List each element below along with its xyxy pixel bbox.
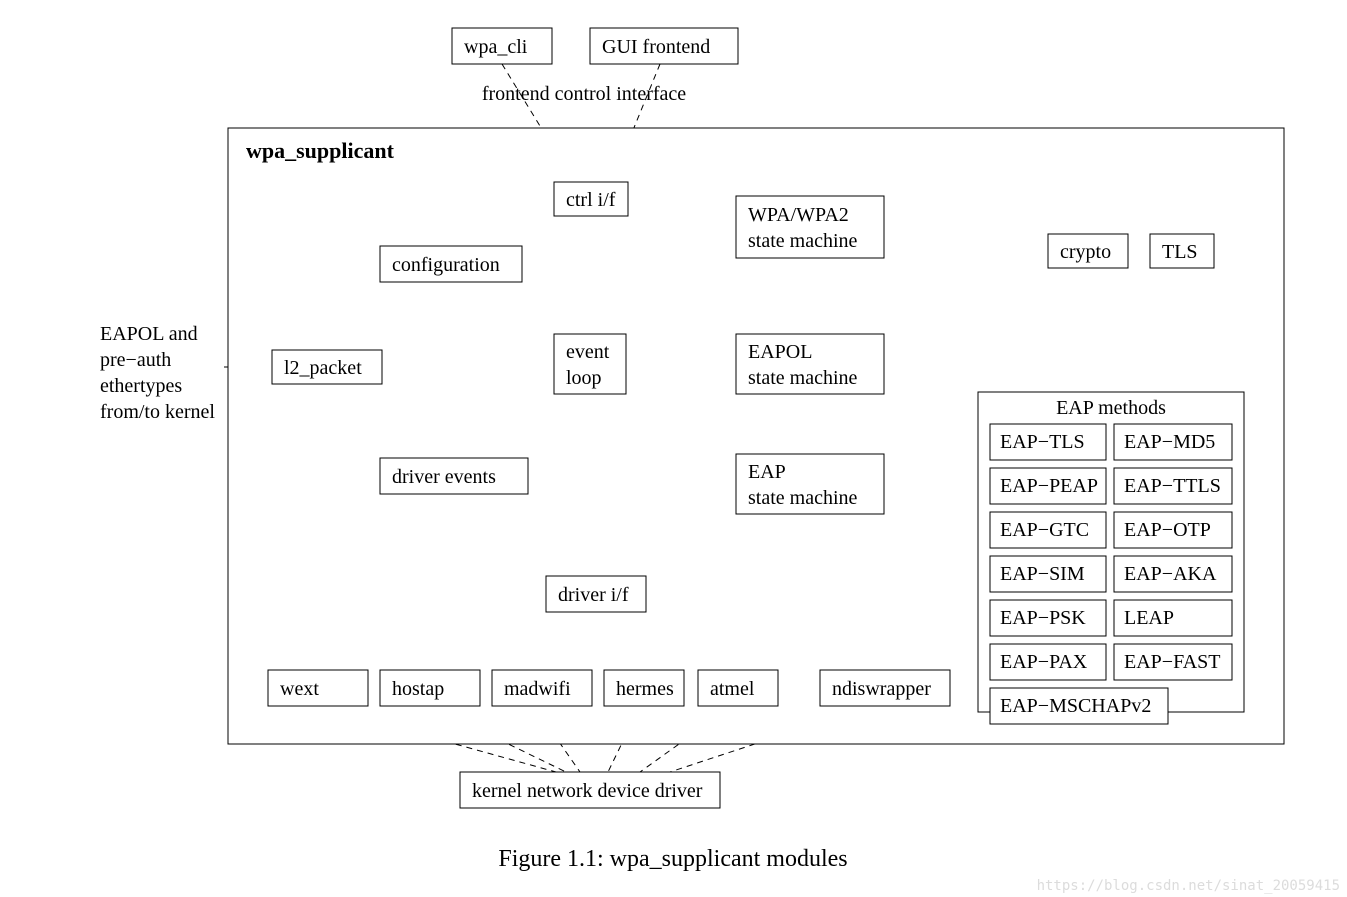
side-text: ethertypes — [100, 375, 182, 397]
node-ndiswrapper-label: ndiswrapper — [832, 678, 931, 700]
eap-method-label: LEAP — [1124, 607, 1174, 629]
node-tls-label: TLS — [1162, 241, 1198, 263]
node-kernel_driver-label: kernel network device driver — [472, 780, 703, 802]
node-wpa_cli-label: wpa_cli — [464, 36, 528, 58]
node-driver_events-label: driver events — [392, 466, 496, 488]
node-eap_sm-label: state machine — [748, 487, 858, 509]
side-text: pre−auth — [100, 349, 171, 371]
side-text: EAPOL and — [100, 323, 198, 345]
eap-method-label: EAP−PEAP — [1000, 475, 1098, 497]
node-hostap-label: hostap — [392, 678, 444, 700]
eap-method-label: EAP−TTLS — [1124, 475, 1221, 497]
node-driver_if-label: driver i/f — [558, 584, 629, 606]
node-event_loop-label: event — [566, 341, 610, 363]
node-configuration-label: configuration — [392, 254, 500, 276]
node-frontend_label: frontend control interface — [482, 83, 686, 105]
eap-method-label: EAP−PSK — [1000, 607, 1086, 629]
node-eapol_sm-label: state machine — [748, 367, 858, 389]
eap-method-label: EAP−PAX — [1000, 651, 1088, 673]
node-l2_packet-label: l2_packet — [284, 357, 362, 379]
eap-methods-title: EAP methods — [1056, 397, 1166, 419]
node-gui_frontend-label: GUI frontend — [602, 36, 710, 58]
eap-method-label: EAP−FAST — [1124, 651, 1220, 673]
diagram-canvas: wpa_supplicant EAPOL and pre−auth ethertype… — [0, 0, 1347, 897]
node-crypto-label: crypto — [1060, 241, 1111, 263]
node-eapol_sm-label: EAPOL — [748, 341, 812, 363]
node-wext-label: wext — [280, 678, 319, 700]
node-madwifi-label: madwifi — [504, 678, 571, 700]
node-ctrl_if-label: ctrl i/f — [566, 189, 616, 211]
node-atmel-label: atmel — [710, 678, 755, 700]
node-hermes-label: hermes — [616, 678, 674, 700]
side-text: from/to kernel — [100, 401, 215, 423]
eap-method-label: EAP−SIM — [1000, 563, 1085, 585]
eap-method-label: EAP−TLS — [1000, 431, 1085, 453]
node-wpa_sm-label: state machine — [748, 230, 858, 252]
eap-method-label: EAP−GTC — [1000, 519, 1089, 541]
eap-method-label: EAP−MD5 — [1124, 431, 1215, 453]
eap-method-label: EAP−OTP — [1124, 519, 1211, 541]
eap-method-label: EAP−AKA — [1124, 563, 1217, 585]
figure-caption: Figure 1.1: wpa_supplicant modules — [498, 846, 847, 872]
watermark: https://blog.csdn.net/sinat_20059415 — [1037, 878, 1340, 894]
node-eap_sm-label: EAP — [748, 461, 786, 483]
node-event_loop-label: loop — [566, 367, 602, 389]
main-container-label: wpa_supplicant — [246, 138, 395, 163]
eap-method-label: EAP−MSCHAPv2 — [1000, 695, 1151, 717]
node-wpa_sm-label: WPA/WPA2 — [748, 204, 849, 226]
